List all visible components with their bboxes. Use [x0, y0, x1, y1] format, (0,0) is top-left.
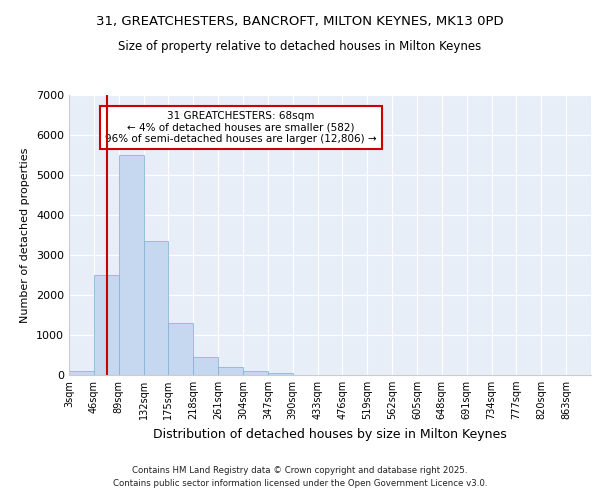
Text: 31, GREATCHESTERS, BANCROFT, MILTON KEYNES, MK13 0PD: 31, GREATCHESTERS, BANCROFT, MILTON KEYN…: [96, 15, 504, 28]
Text: Size of property relative to detached houses in Milton Keynes: Size of property relative to detached ho…: [118, 40, 482, 53]
Bar: [143, 241, 169, 375]
Bar: [243, 372, 268, 375]
Bar: [193, 358, 218, 375]
Bar: [268, 373, 293, 375]
Y-axis label: Number of detached properties: Number of detached properties: [20, 148, 31, 322]
Bar: [94, 275, 119, 375]
Bar: [169, 323, 193, 375]
Text: 31 GREATCHESTERS: 68sqm
← 4% of detached houses are smaller (582)
96% of semi-de: 31 GREATCHESTERS: 68sqm ← 4% of detached…: [105, 111, 377, 144]
Bar: [69, 371, 94, 375]
Text: Contains HM Land Registry data © Crown copyright and database right 2025.
Contai: Contains HM Land Registry data © Crown c…: [113, 466, 487, 487]
X-axis label: Distribution of detached houses by size in Milton Keynes: Distribution of detached houses by size …: [153, 428, 507, 440]
Bar: [119, 155, 143, 375]
Bar: [218, 367, 243, 375]
